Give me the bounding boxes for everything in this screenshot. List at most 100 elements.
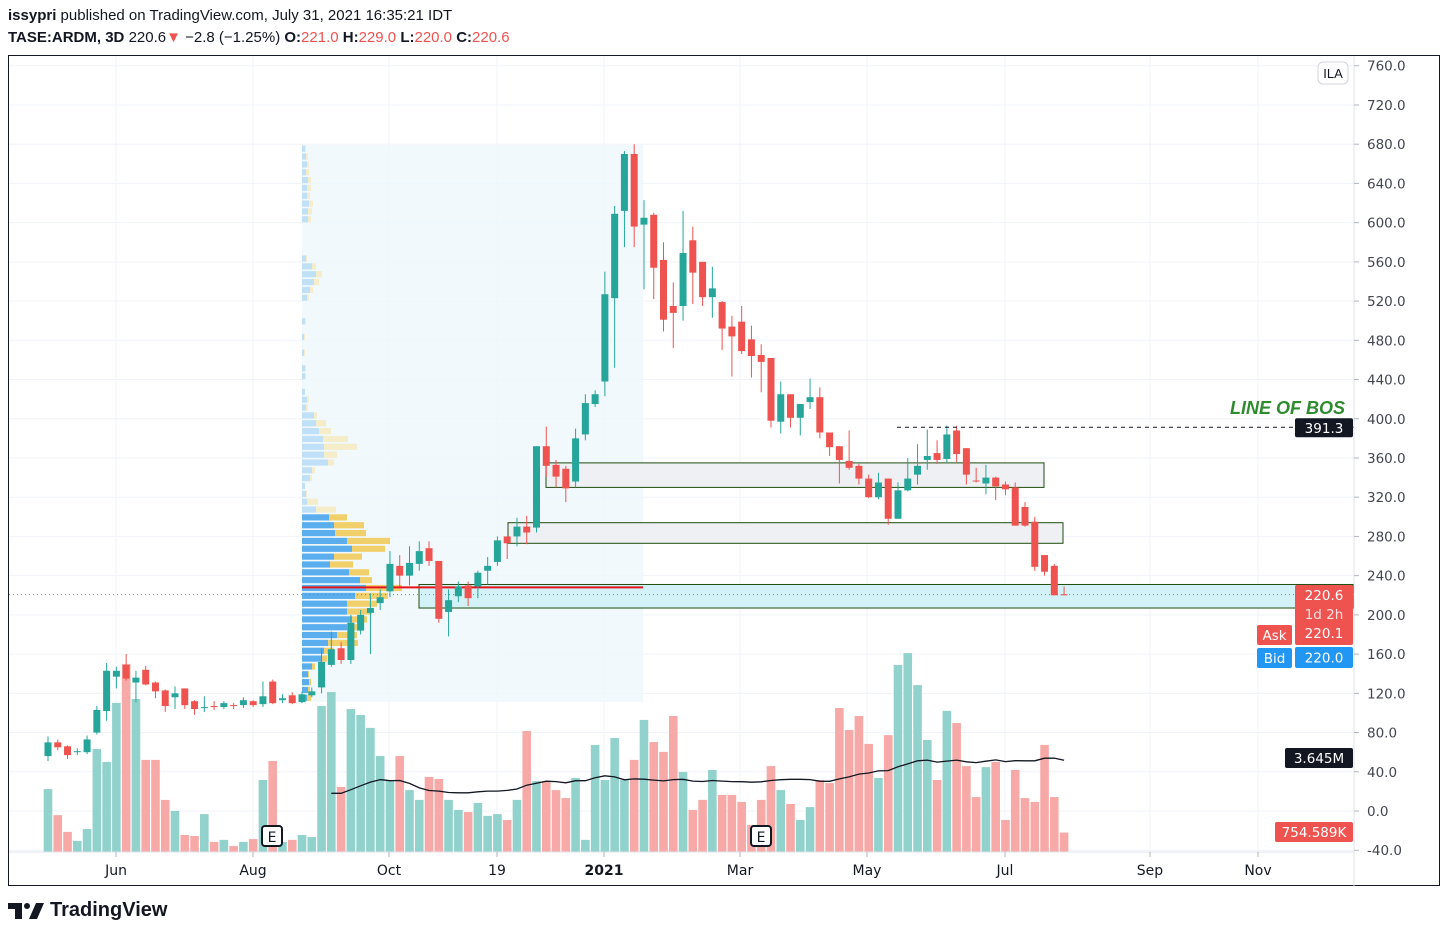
open-value: 221.0 bbox=[301, 29, 339, 46]
candle-body bbox=[1031, 521, 1039, 567]
volume-profile-down bbox=[304, 349, 305, 356]
volume-profile-down bbox=[352, 545, 385, 552]
volume-profile-up bbox=[302, 435, 323, 443]
volume-profile-up bbox=[302, 208, 308, 215]
volume-bar bbox=[424, 776, 434, 852]
candle-body bbox=[288, 695, 296, 704]
volume-bar bbox=[73, 840, 82, 852]
volume-bar bbox=[287, 839, 297, 852]
candle-body bbox=[562, 468, 570, 489]
earnings-marker bbox=[261, 825, 283, 847]
volume-bar bbox=[307, 837, 317, 852]
price-change: −2.8 (−1.25%) bbox=[185, 29, 281, 46]
price-axis-label: -40.0 bbox=[1367, 843, 1402, 859]
volume-bar bbox=[483, 815, 492, 852]
volume-bar bbox=[43, 789, 53, 852]
price-axis-label: 680.0 bbox=[1367, 137, 1406, 153]
volume-bar bbox=[737, 801, 746, 852]
zone-rectangle bbox=[507, 522, 1064, 544]
close-value: 220.6 bbox=[472, 29, 510, 46]
volume-bar bbox=[258, 780, 268, 852]
volume-bar bbox=[727, 794, 737, 852]
volume-bar bbox=[229, 846, 238, 852]
volume-bar bbox=[297, 834, 307, 852]
volume-profile-up bbox=[302, 169, 306, 176]
volume-profile-down bbox=[316, 420, 326, 427]
volume-profile-up bbox=[302, 490, 306, 497]
volume-profile-down bbox=[314, 278, 319, 286]
price-axis-label: 600.0 bbox=[1367, 216, 1406, 232]
volume-profile-up bbox=[302, 671, 308, 678]
candle-body bbox=[630, 153, 638, 227]
volume-profile-down bbox=[347, 537, 390, 545]
candle-body bbox=[278, 698, 286, 701]
volume-profile-up bbox=[302, 318, 305, 325]
candle-body bbox=[601, 294, 609, 382]
price-axis-label: 120.0 bbox=[1367, 686, 1406, 702]
time-axis-label: Mar bbox=[727, 863, 754, 879]
candle-body bbox=[777, 394, 785, 422]
candle-body bbox=[503, 536, 511, 544]
price-axis-label: 760.0 bbox=[1367, 59, 1406, 75]
candle-body bbox=[405, 562, 413, 576]
volume-profile-down bbox=[308, 671, 309, 678]
candle-body bbox=[865, 478, 873, 498]
candle-body bbox=[220, 703, 228, 708]
volume-profile-up bbox=[302, 420, 316, 427]
candle-body bbox=[650, 214, 658, 268]
volume-bar bbox=[795, 820, 805, 852]
tradingview-logo[interactable]: TradingView bbox=[8, 899, 167, 922]
volume-bar bbox=[248, 839, 258, 852]
volume-profile-up bbox=[302, 459, 328, 466]
currency-badge bbox=[1317, 61, 1349, 85]
volume-profile-up bbox=[302, 404, 306, 411]
volume-profile-up bbox=[302, 647, 324, 654]
volume-profile-up bbox=[302, 467, 312, 474]
candle-body bbox=[181, 688, 189, 706]
volume-profile-up bbox=[302, 537, 347, 545]
candle-body bbox=[953, 430, 961, 455]
volume-bar bbox=[502, 820, 512, 852]
volume-profile-up bbox=[302, 286, 310, 294]
candle-body bbox=[845, 460, 853, 468]
publish-text: published on TradingView.com, July 31, 2… bbox=[60, 7, 453, 24]
volume-profile-up bbox=[302, 333, 304, 341]
volume-bar bbox=[346, 709, 356, 852]
time-axis-label: Aug bbox=[239, 863, 266, 879]
ask-tag: Ask bbox=[1262, 628, 1286, 644]
candle-body bbox=[425, 548, 433, 561]
volume-profile-down bbox=[316, 506, 336, 513]
currency-badge-label: ILA bbox=[1323, 66, 1343, 81]
volume-bar bbox=[454, 809, 463, 852]
price-axis-label: 480.0 bbox=[1367, 333, 1406, 349]
volume-ma-price-label: 3.645M bbox=[1294, 751, 1344, 767]
volume-bar bbox=[688, 809, 698, 852]
volume-bar bbox=[63, 831, 72, 852]
volume-bar bbox=[600, 780, 610, 852]
volume-bar bbox=[327, 692, 336, 852]
volume-bar bbox=[815, 780, 825, 852]
volume-bar bbox=[493, 814, 502, 852]
time-axis-label: 2021 bbox=[585, 863, 624, 879]
volume-profile-down bbox=[322, 655, 327, 662]
volume-profile-up bbox=[302, 396, 307, 403]
candle-body bbox=[347, 622, 355, 660]
volume-profile-up bbox=[302, 498, 307, 505]
volume-bar bbox=[981, 767, 991, 852]
publish-info: issypri published on TradingView.com, Ju… bbox=[8, 7, 452, 24]
volume-profile-down bbox=[334, 553, 362, 560]
volume-profile-down bbox=[360, 577, 372, 584]
volume-profile-down bbox=[312, 263, 316, 270]
candle-body bbox=[572, 438, 580, 482]
bid-tag: Bid bbox=[1264, 651, 1286, 667]
volume-bar bbox=[385, 780, 395, 852]
volume-bar bbox=[366, 727, 375, 852]
volume-bar bbox=[708, 769, 717, 852]
volume-profile-down bbox=[335, 529, 366, 537]
price-axis-label: 440.0 bbox=[1367, 373, 1406, 389]
bid-price-label-bg bbox=[1295, 647, 1353, 668]
volume-bar bbox=[522, 730, 532, 852]
price-axis-label: 200.0 bbox=[1367, 608, 1406, 624]
candle-body bbox=[904, 478, 912, 491]
